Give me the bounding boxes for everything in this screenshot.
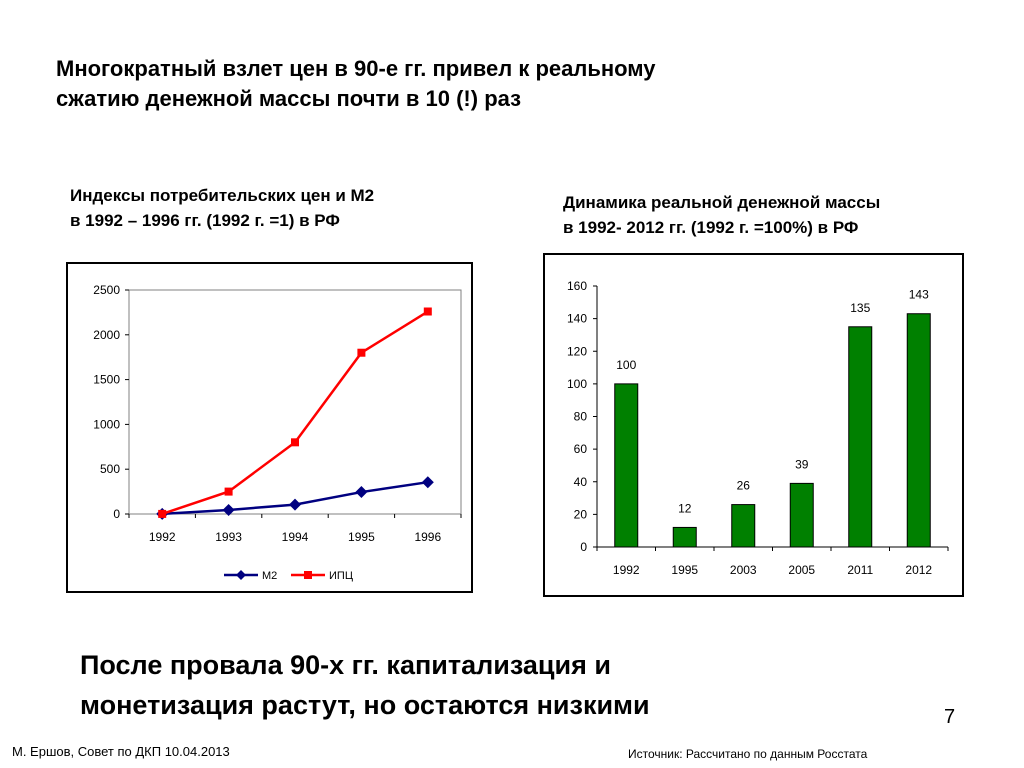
bar-y-tick-label: 60 — [574, 442, 588, 456]
line-x-tick-label: 1994 — [282, 530, 309, 544]
bar-1995 — [672, 526, 697, 548]
bar-y-tick-label: 100 — [567, 377, 587, 391]
bar-2005 — [789, 482, 814, 548]
bar-y-tick-label: 140 — [567, 312, 587, 326]
bar-y-tick-label: 20 — [574, 507, 588, 521]
bar-chart-caption-line-1: Динамика реальной денежной массы — [563, 193, 881, 212]
cpi-point — [158, 509, 167, 518]
m2-point — [289, 498, 301, 511]
line-y-tick-label: 2500 — [93, 283, 120, 297]
line-y-tick-label: 1000 — [93, 417, 120, 431]
m2-point — [222, 503, 235, 516]
legend-label-cpi: ИПЦ — [329, 570, 353, 582]
line-y-tick-label: 2000 — [93, 328, 120, 342]
cpi-point — [357, 348, 366, 357]
bar-chart-caption-line-2: в 1992- 2012 гг. (1992 г. =100%) в РФ — [563, 218, 859, 237]
bar-y-tick-label: 0 — [580, 540, 587, 554]
bar-data-label: 26 — [737, 479, 751, 493]
cpi-point — [291, 438, 299, 447]
bar-data-label: 135 — [850, 301, 870, 315]
bar-x-tick-label: 1992 — [613, 563, 640, 577]
bar-data-label: 39 — [795, 457, 809, 471]
bar-x-tick-label: 1995 — [671, 563, 698, 577]
bar-data-label: 12 — [678, 501, 692, 515]
bar-2012 — [906, 313, 931, 548]
line-y-tick-label: 1500 — [93, 373, 120, 387]
line-chart-caption-line-2: в 1992 – 1996 гг. (1992 г. =1) в РФ — [70, 211, 340, 230]
line-chart-caption: Индексы потребительских цен и М2 в 1992 … — [70, 183, 500, 233]
cpi-point — [224, 487, 233, 496]
bar-x-tick-label: 2005 — [788, 563, 815, 577]
legend-marker-cpi — [304, 571, 312, 579]
legend-marker-m2 — [236, 570, 246, 580]
bar-y-tick-label: 120 — [567, 344, 587, 358]
bar-y-tick-label: 80 — [574, 410, 588, 424]
line-x-tick-label: 1995 — [348, 530, 375, 544]
line-x-tick-label: 1996 — [414, 530, 441, 544]
bar-2003 — [731, 504, 756, 548]
bar-data-label: 100 — [616, 358, 636, 372]
line-y-tick-label: 500 — [100, 462, 120, 476]
line-y-tick-label: 0 — [113, 507, 120, 521]
conclusion-line-2: монетизация растут, но остаются низкими — [80, 690, 650, 720]
slide-title-line-2: сжатию денежной массы почти в 10 (!) раз — [56, 86, 522, 111]
bar-y-tick-label: 40 — [574, 475, 588, 489]
bar-chart-frame: 0 20 40 60 80 100 120 140 160 100 1992 12 1995 26 2003… — [543, 253, 964, 597]
slide-title-line-1: Многократный взлет цен в 90-е гг. привел… — [56, 56, 656, 81]
bar-1992 — [614, 383, 639, 548]
m2-point — [355, 486, 368, 499]
bar-x-tick-label: 2011 — [847, 563, 873, 577]
line-chart-caption-line-1: Индексы потребительских цен и М2 — [70, 186, 375, 205]
bar-chart-caption: Динамика реальной денежной массы в 1992-… — [563, 190, 1003, 240]
m2-point — [421, 476, 434, 489]
footer-source: Источник: Рассчитано по данным Росстата — [628, 747, 868, 761]
line-plot-area — [128, 289, 462, 515]
conclusion-text: После провала 90-х гг. капитализация и м… — [80, 645, 900, 725]
series-line-cpi — [161, 310, 429, 516]
slide-title: Многократный взлет цен в 90-е гг. привел… — [56, 54, 956, 114]
line-x-tick-label: 1993 — [215, 530, 242, 544]
bar-2011 — [848, 326, 873, 548]
line-chart: 0 500 1000 1500 2000 2500 1992 1993 1994 1995 1996… — [93, 283, 462, 582]
footer-author: М. Ершов, Совет по ДКП 10.04.2013 — [12, 744, 230, 759]
bar-data-label: 143 — [909, 288, 929, 302]
line-x-tick-label: 1992 — [149, 530, 176, 544]
bar-y-tick-label: 160 — [567, 279, 587, 293]
page-number: 7 — [944, 706, 956, 728]
bar-x-tick-label: 2003 — [730, 563, 757, 577]
cpi-point — [423, 307, 432, 316]
bar-x-tick-label: 2012 — [905, 563, 932, 577]
legend-label-m2: М2 — [262, 570, 277, 582]
conclusion-line-1: После провала 90-х гг. капитализация и — [80, 650, 611, 680]
line-chart-frame: 0 500 1000 1500 2000 2500 1992 1993 1994 1995 1996… — [66, 262, 473, 593]
bar-chart: 0 20 40 60 80 100 120 140 160 100 1992 12 1995 26 2003… — [567, 279, 949, 577]
